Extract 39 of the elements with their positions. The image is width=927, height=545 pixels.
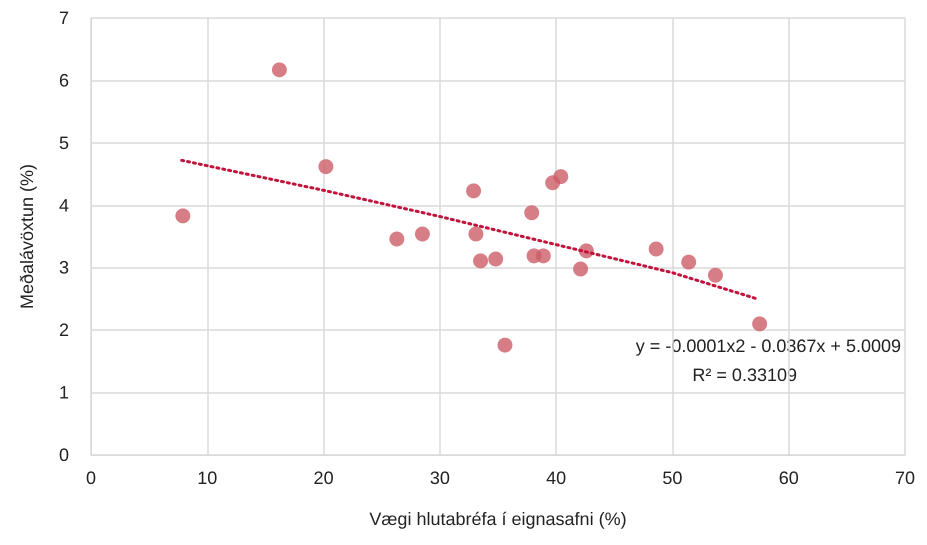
point (468, 226, 484, 242)
y-tick-label: 3 (58, 258, 69, 278)
y-axis-title: Meðalávöxtun (%) (17, 164, 37, 310)
x-tick-label: 70 (894, 468, 916, 488)
annotation: R² = 0.33109 (692, 365, 798, 385)
point (473, 253, 488, 268)
annotation: y = -0.0001x2 - 0.0367x + 5.0009 (636, 336, 902, 356)
point (414, 226, 430, 242)
point (752, 316, 768, 332)
point (524, 205, 540, 220)
point (573, 261, 588, 276)
y-tick-label: 0 (58, 445, 69, 465)
y-tick-label: 1 (58, 382, 69, 403)
point (553, 169, 568, 184)
x-tick-label: 30 (430, 468, 450, 488)
x-axis-title: Vægi hlutabréfa í eignasafni (%) (369, 509, 627, 529)
y-tick-label: 4 (58, 195, 69, 216)
point (318, 159, 334, 174)
point (272, 62, 287, 78)
point (389, 232, 404, 246)
x-tick-label: 50 (662, 468, 682, 488)
line-series (180, 158, 759, 300)
y-tick-label: 7 (58, 8, 69, 28)
y-tick-label: 2 (58, 320, 69, 340)
x-tick-label: 60 (778, 468, 799, 488)
y-tick-label: 6 (58, 70, 69, 90)
point (536, 248, 551, 264)
x-tick-label: 20 (314, 468, 334, 488)
x-tick-label: 40 (546, 468, 566, 488)
x-tick-label: 10 (197, 468, 218, 488)
point (175, 208, 190, 224)
point (466, 183, 482, 198)
point (648, 241, 664, 256)
y-tick-label: 5 (58, 132, 69, 153)
x-tick-label: 0 (86, 468, 96, 488)
point (708, 268, 723, 283)
point (681, 254, 696, 270)
point (488, 251, 504, 266)
point (497, 338, 512, 353)
